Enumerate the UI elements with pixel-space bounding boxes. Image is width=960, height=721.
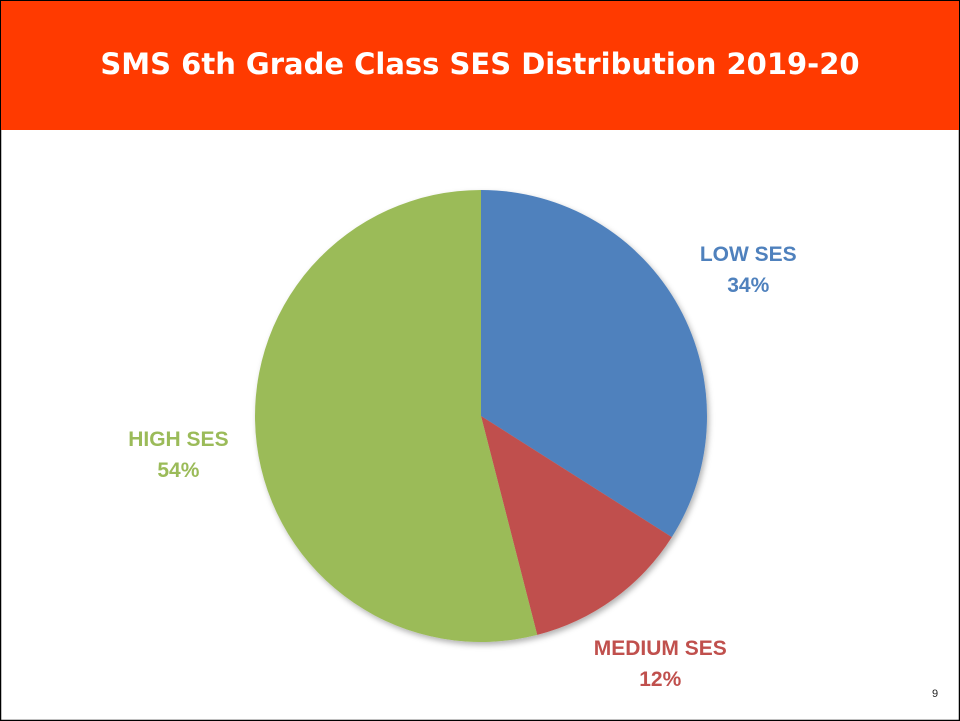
pie-slice [254, 190, 538, 642]
slice-category-label: MEDIUM SES [594, 637, 727, 660]
page-number: 9 [932, 688, 938, 700]
pie-slice [481, 416, 672, 635]
slice-value-label: 54% [157, 459, 199, 482]
pie-slice [481, 190, 707, 538]
chart-title: SMS 6th Grade Class SES Distribution 201… [100, 47, 859, 81]
slice-category-label: HIGH SES [128, 428, 228, 451]
slice-category-label: LOW SES [700, 243, 797, 266]
header-band [1, 1, 959, 130]
slice-value-label: 34% [727, 274, 769, 297]
pie [254, 190, 707, 642]
slice-value-label: 12% [639, 668, 681, 691]
